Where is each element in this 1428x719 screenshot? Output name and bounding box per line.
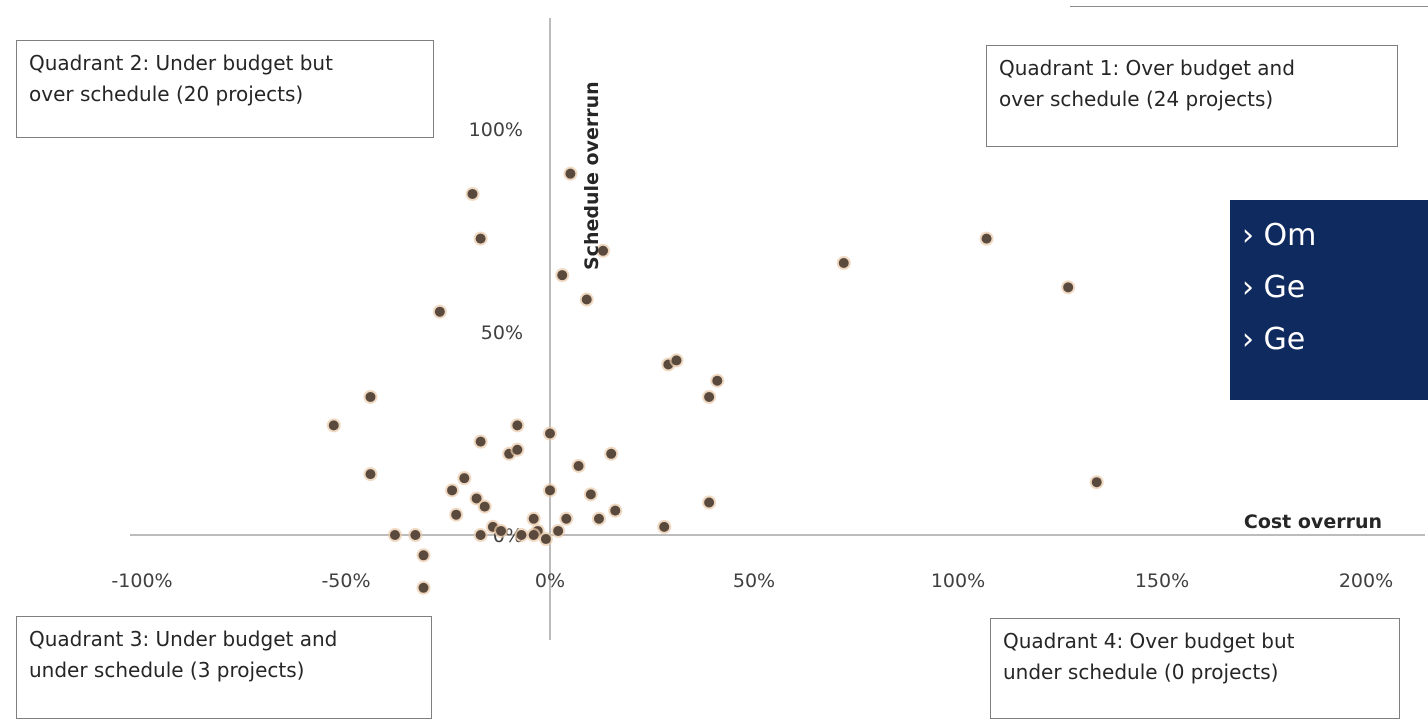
data-point [585, 489, 596, 500]
data-point [434, 306, 445, 317]
data-point [479, 501, 490, 512]
quadrant-2-line-1: Quadrant 2: Under budget but [29, 51, 333, 75]
x-tick-label: 200% [1339, 570, 1393, 592]
data-point [704, 391, 715, 402]
data-point [553, 525, 564, 536]
data-point [365, 469, 376, 480]
x-tick-labels: -100% -50% 0% 50% 100% 150% 200% [111, 570, 1393, 592]
data-points [326, 166, 1104, 595]
data-point [712, 375, 723, 386]
data-point [581, 294, 592, 305]
data-point [545, 428, 555, 439]
quadrant-4-line-1: Quadrant 4: Over budget but [1003, 629, 1295, 653]
data-point [410, 530, 421, 540]
y-axis-title: Schedule overrun [581, 81, 603, 270]
data-point [389, 530, 400, 540]
data-point [671, 355, 682, 366]
data-point [598, 245, 609, 256]
data-point [475, 436, 486, 447]
data-point [516, 530, 527, 540]
data-point [475, 233, 486, 244]
quadrant-4-line-2: under schedule (0 projects) [1003, 660, 1279, 684]
data-point [981, 233, 992, 244]
data-point [1063, 282, 1074, 293]
data-point [475, 530, 486, 540]
data-point [418, 550, 429, 561]
data-point [467, 188, 478, 199]
data-point [659, 521, 670, 532]
data-point [328, 420, 339, 431]
quadrant-3-line-1: Quadrant 3: Under budget and [29, 627, 338, 651]
quadrant-1-line-1: Quadrant 1: Over budget and [999, 56, 1295, 80]
quadrant-1-line-2: over schedule (24 projects) [999, 87, 1274, 111]
data-point [447, 485, 458, 496]
data-point [365, 391, 376, 402]
quadrant-1-label: Quadrant 1: Over budget and over schedul… [986, 45, 1398, 147]
quadrant-2-line-2: over schedule (20 projects) [29, 82, 304, 106]
quadrant-3-label: Quadrant 3: Under budget and under sched… [16, 616, 432, 719]
data-point [512, 420, 523, 431]
quadrant-4-label: Quadrant 4: Over budget but under schedu… [990, 618, 1400, 719]
data-point [593, 513, 604, 524]
data-point [557, 270, 568, 281]
x-tick-label: -100% [111, 570, 172, 592]
side-panel: › Om › Ge › Ge [1230, 200, 1428, 400]
y-tick-label: 100% [469, 119, 523, 141]
data-point [471, 493, 482, 504]
side-panel-bullet: › Om [1242, 218, 1317, 253]
data-point [496, 525, 507, 536]
x-tick-label: -50% [321, 570, 370, 592]
data-point [512, 444, 523, 455]
quadrant-3-line-2: under schedule (3 projects) [29, 658, 305, 682]
data-point [459, 473, 470, 484]
data-point [451, 509, 462, 520]
data-point [573, 460, 584, 471]
data-point [545, 485, 555, 496]
x-tick-label: 0% [535, 570, 565, 592]
data-point [528, 513, 539, 524]
side-panel-bullet: › Ge [1242, 270, 1306, 305]
data-point [561, 513, 572, 524]
y-tick-labels: 250%200%150%100%50%0%-50% [469, 119, 523, 547]
data-point [838, 257, 849, 268]
side-panel-bullet: › Ge [1242, 322, 1306, 357]
x-tick-label: 50% [733, 570, 775, 592]
top-divider-line [1070, 6, 1428, 7]
data-point [606, 448, 617, 459]
y-tick-label: 50% [481, 322, 523, 344]
data-point [540, 534, 551, 545]
data-point [1091, 477, 1102, 488]
data-point [565, 168, 576, 179]
x-axis-title: Cost overrun [1244, 511, 1382, 533]
x-tick-label: 100% [931, 570, 985, 592]
quadrant-2-label: Quadrant 2: Under budget but over schedu… [16, 40, 434, 138]
data-point [610, 505, 621, 516]
data-point [704, 497, 715, 508]
data-point [418, 582, 429, 593]
x-tick-label: 150% [1135, 570, 1189, 592]
data-point [528, 530, 539, 540]
